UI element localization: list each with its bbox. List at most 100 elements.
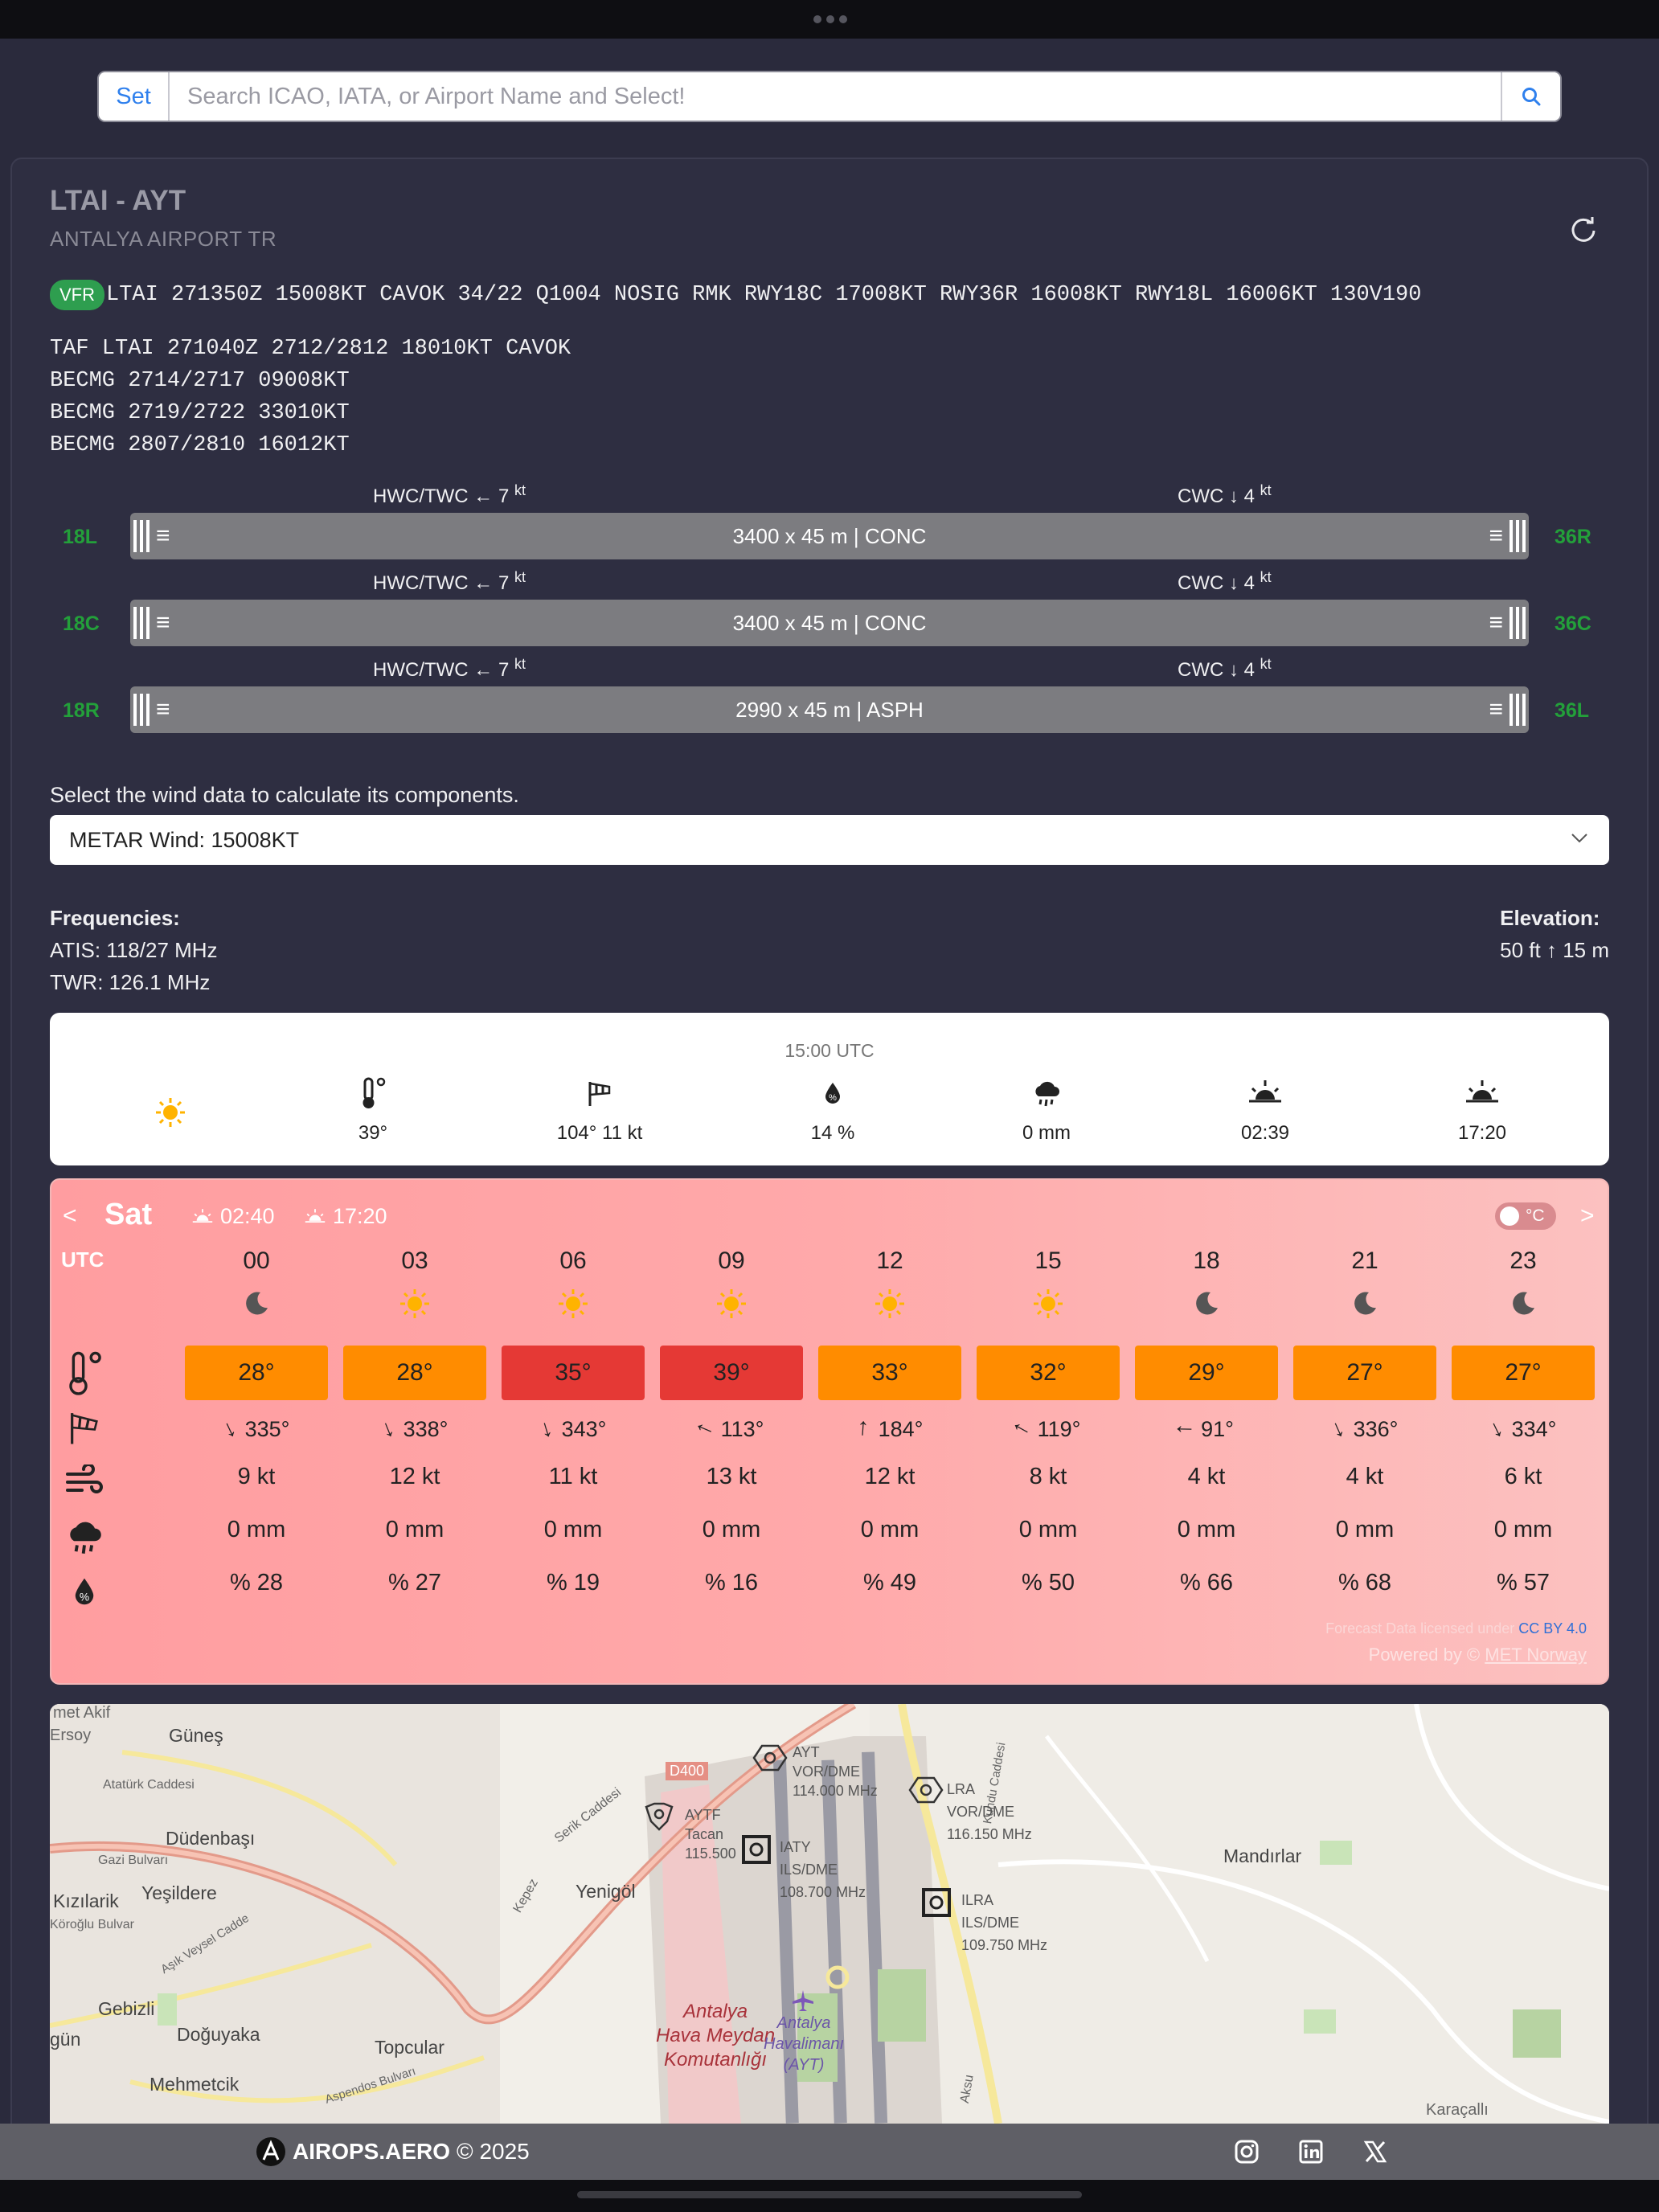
runway-left-designator: 18L (63, 526, 98, 548)
runway-bar[interactable]: ≡ 2990 x 45 m | ASPH ≡ (130, 686, 1529, 733)
forecast-column: 03 28° ↓ 338° 12 kt 0 mm % 27 (343, 1247, 486, 1609)
map-label: Güneş (169, 1725, 223, 1746)
set-button[interactable]: Set (99, 72, 170, 121)
threshold-marks: ≡ (133, 606, 174, 640)
footer-brand: AIROPS.AERO © 2025 (256, 2136, 530, 2167)
search-icon (1522, 88, 1541, 106)
navaid-type: VOR/DME (947, 1804, 1015, 1820)
forecast-precip: 0 mm (1177, 1516, 1236, 1542)
headwind-component: HWC/TWC ← 7 kt (373, 656, 526, 682)
forecast-temp: 32° (977, 1346, 1120, 1400)
forecast-wind-dir: ↓ 184° (818, 1408, 961, 1450)
forecast-hour: 18 (1193, 1247, 1220, 1274)
airport-search-input[interactable] (170, 72, 1501, 121)
status-bar (0, 0, 1659, 39)
forecast-temp: 39° (660, 1346, 803, 1400)
runway-info: 2990 x 45 m | ASPH (735, 697, 924, 722)
forecast-wind-dir: ↓ 119° (977, 1408, 1120, 1450)
wind-dir-value: 184° (878, 1416, 924, 1441)
navaid-id: IATY (780, 1839, 811, 1855)
wind-arrow-icon: ↓ (1007, 1417, 1037, 1441)
crosswind-component: CWC ↓ 4 kt (1178, 569, 1272, 595)
airbase-label: Antalya Hava Meydan Komutanlığı (656, 2000, 775, 2072)
moon-icon (1196, 1292, 1218, 1315)
map-label: Düdenbaşı (166, 1828, 256, 1849)
wind-arrow-icon: ↓ (855, 1415, 870, 1444)
met-norway-link[interactable]: MET Norway (1485, 1645, 1587, 1665)
license-link[interactable]: CC BY 4.0 (1518, 1620, 1587, 1636)
brand-name[interactable]: AIROPS.AERO (293, 2139, 451, 2164)
next-day-button[interactable]: > (1580, 1202, 1595, 1229)
linkedin-link[interactable] (1296, 2136, 1326, 2167)
airport-map[interactable]: met Akif Ersoy Güneş Atatürk Caddesi Düd… (50, 1704, 1609, 2124)
frequencies-block: Frequencies: ATIS: 118/27 MHz TWR: 126.1… (50, 902, 218, 998)
forecast-humidity: % 27 (387, 1569, 442, 1596)
forecast-sunrise-time: 02:40 (220, 1204, 275, 1228)
wind-arrow-icon: ↓ (376, 1414, 399, 1444)
wind-data-select[interactable]: METAR Wind: 15008KT (50, 815, 1609, 865)
current-wind: 104° 11 kt (519, 1071, 680, 1145)
taf-line: BECMG 2719/2722 33010KT (50, 401, 350, 425)
tacan-icon (645, 1802, 674, 1831)
unit-label: kt (1260, 656, 1272, 672)
map-label: Atatürk Caddesi (103, 1778, 195, 1792)
runway-bar[interactable]: ≡ 3400 x 45 m | CONC ≡ (130, 513, 1529, 559)
runway-right-designator: 36R (1555, 526, 1591, 548)
metar-line: VFR LTAI 271350Z 15008KT CAVOK 34/22 Q10… (50, 280, 1421, 310)
humidity-row-icon: % (56, 1567, 113, 1616)
windsock-icon (588, 1082, 611, 1106)
x-icon (1363, 2140, 1387, 2163)
ils-icon (922, 1888, 951, 1917)
navaid-type: ILS/DME (780, 1862, 838, 1878)
forecast-humidity: % 66 (1179, 1569, 1234, 1596)
runway-bar[interactable]: ≡ 3400 x 45 m | CONC ≡ (130, 600, 1529, 646)
humidity-drop-icon: % (75, 1578, 94, 1605)
forecast-column: 00 28° ↓ 335° 9 kt 0 mm % 28 (185, 1247, 328, 1609)
multitask-indicator[interactable] (813, 15, 847, 23)
airport-label-line: Antalya (776, 2014, 831, 2032)
instagram-link[interactable] (1231, 2136, 1262, 2167)
wind-dir-value: 119° (1037, 1416, 1081, 1441)
thermometer-icon (363, 1077, 386, 1108)
forecast-precip: 0 mm (860, 1516, 920, 1542)
refresh-button[interactable] (1569, 215, 1598, 244)
threshold-marks: ≡ (133, 519, 174, 553)
threshold-marks: ≡ (1485, 519, 1526, 553)
previous-day-button[interactable]: < (63, 1202, 77, 1229)
wind-select-label: Select the wind data to calculate its co… (50, 783, 519, 807)
taf-line: TAF LTAI 271040Z 2712/2812 18010KT CAVOK (50, 337, 571, 361)
wind-dir-value: 91° (1201, 1416, 1234, 1441)
wind-icon (66, 1464, 103, 1493)
windsock-icon (71, 1413, 98, 1444)
forecast-weather (343, 1280, 486, 1328)
headwind-text: HWC/TWC ← 7 (373, 572, 510, 594)
crosswind-text: CWC ↓ 4 (1178, 659, 1255, 681)
forecast-hour: 15 (1034, 1247, 1062, 1274)
forecast-hour: 03 (401, 1247, 428, 1274)
map-label: Mandırlar (1223, 1845, 1302, 1866)
humidity-drop-icon: % (825, 1083, 840, 1104)
wind-dir-value: 113° (720, 1416, 764, 1441)
forecast-wind-dir: ↓ 113° (660, 1408, 803, 1450)
unit-toggle[interactable]: °C (1495, 1202, 1556, 1230)
forecast-wind-speed: 12 kt (389, 1463, 440, 1489)
home-indicator-bar (0, 2180, 1659, 2212)
x-link[interactable] (1360, 2136, 1391, 2167)
map-label: met Akif (53, 1704, 111, 1722)
forecast-weather (977, 1280, 1120, 1328)
forecast-weather (1135, 1280, 1278, 1328)
current-wind-value: 104° 11 kt (556, 1122, 643, 1144)
wind-direction-row-icon (56, 1403, 113, 1452)
home-indicator[interactable] (577, 2191, 1082, 2198)
map-label: Gazi Bulvarı (98, 1854, 169, 1867)
navaid-freq: 116.150 MHz (947, 1826, 1032, 1842)
forecast-hour: 21 (1351, 1247, 1378, 1274)
wind-arrow-icon: ↓ (690, 1418, 720, 1440)
powered-by: Powered by © MET Norway (1369, 1645, 1587, 1665)
search-button[interactable] (1501, 72, 1560, 121)
headwind-text: HWC/TWC ← 7 (373, 485, 510, 507)
map-label: Yeşildere (141, 1882, 217, 1903)
precip-row-icon (56, 1513, 113, 1561)
current-humidity: % 14 % (752, 1071, 913, 1145)
forecast-column: 15 32° ↓ 119° 8 kt 0 mm % 50 (977, 1247, 1120, 1609)
